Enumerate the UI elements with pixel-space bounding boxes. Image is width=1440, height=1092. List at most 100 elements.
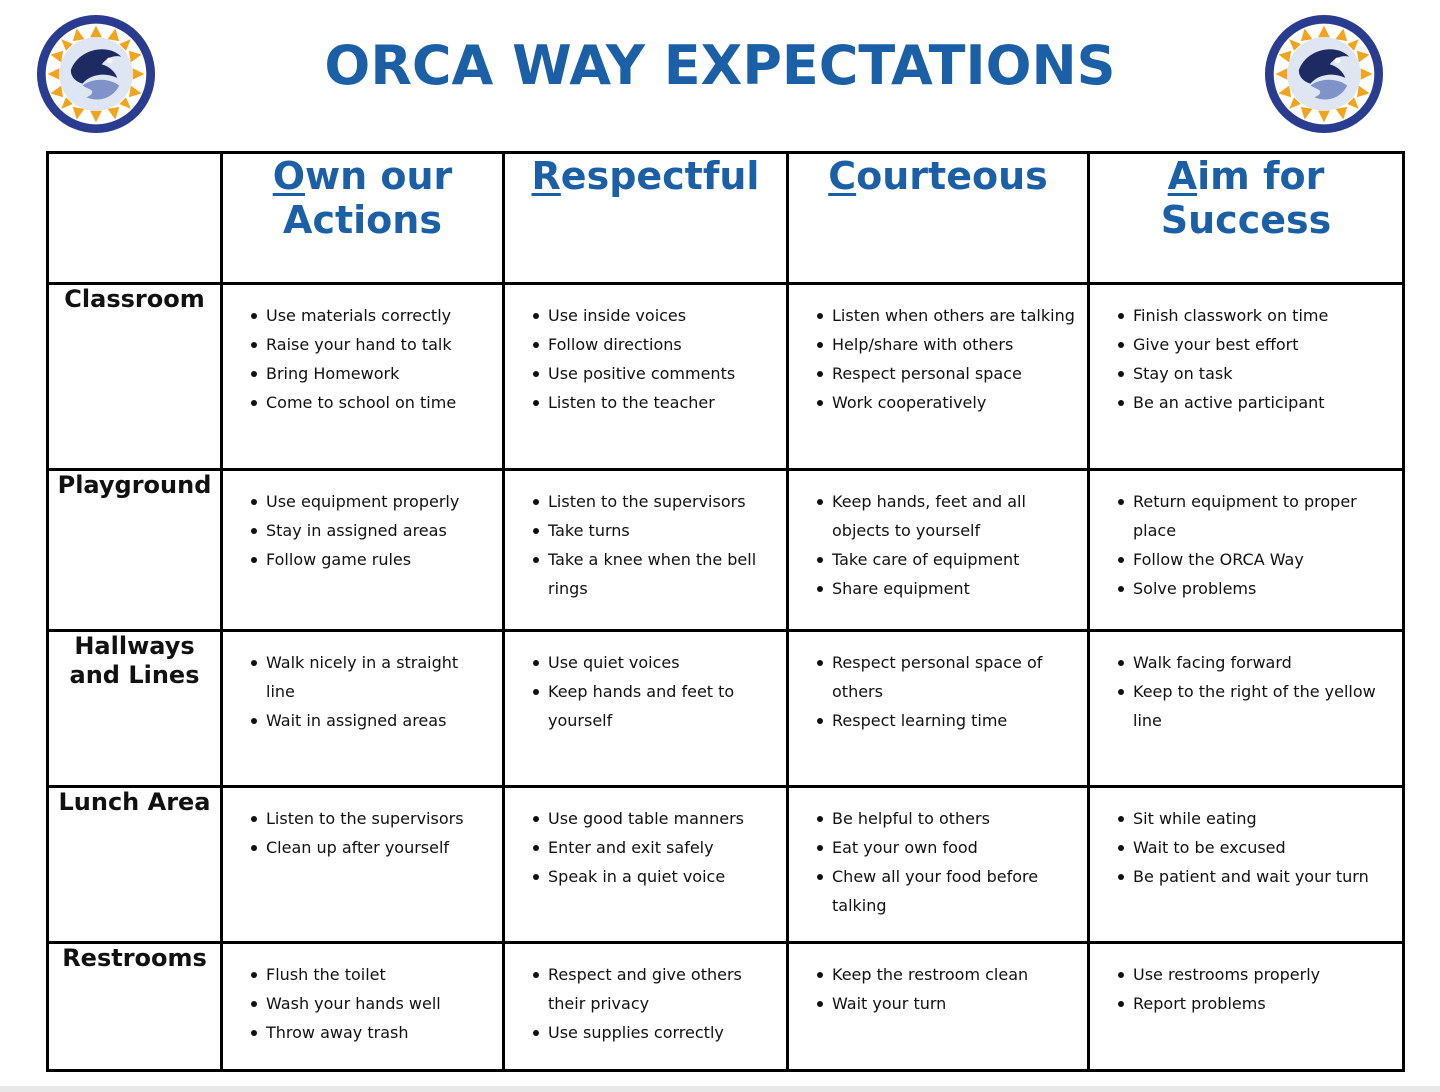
list-item: Listen to the supervisors bbox=[531, 487, 776, 516]
list-item: Follow the ORCA Way bbox=[1116, 545, 1392, 574]
list-item: Finish classwork on time bbox=[1116, 301, 1392, 330]
pillar-rest: ourteous bbox=[856, 154, 1048, 198]
list-item: Take a knee when the bell rings bbox=[531, 545, 776, 603]
expectation-cell: Listen to the supervisors Take turns Tak… bbox=[502, 468, 789, 632]
expectation-cell: Sit while eating Wait to be excused Be p… bbox=[1087, 785, 1405, 944]
list-item: Wait in assigned areas bbox=[249, 706, 492, 735]
header-row: Own our Actions Respectful Courteous Aim… bbox=[46, 151, 1405, 285]
expectation-cell: Finish classwork on time Give your best … bbox=[1087, 282, 1405, 471]
pillar-initial: O bbox=[272, 154, 305, 198]
page-bottom-edge bbox=[0, 1086, 1440, 1092]
pillar-heading-respectful: Respectful bbox=[502, 151, 789, 285]
expectation-cell: Use equipment properly Stay in assigned … bbox=[220, 468, 505, 632]
list-item: Work cooperatively bbox=[815, 388, 1077, 417]
area-label: Lunch Area bbox=[46, 785, 223, 944]
expectation-cell: Use quiet voices Keep hands and feet to … bbox=[502, 629, 789, 788]
list-item: Walk facing forward bbox=[1116, 648, 1392, 677]
list-item: Use positive comments bbox=[531, 359, 776, 388]
area-label: Restrooms bbox=[46, 941, 223, 1072]
list-item: Respect and give others their privacy bbox=[531, 960, 776, 1018]
list-item: Keep to the right of the yellow line bbox=[1116, 677, 1392, 735]
table-row: Hallways and Lines Walk nicely in a stra… bbox=[46, 629, 1405, 788]
pillar-initial: R bbox=[531, 154, 561, 198]
list-item: Respect personal space bbox=[815, 359, 1077, 388]
list-item: Speak in a quiet voice bbox=[531, 862, 776, 891]
pillar-rest: im for Success bbox=[1160, 154, 1332, 242]
list-item: Follow game rules bbox=[249, 545, 492, 574]
table-row: Classroom Use materials correctly Raise … bbox=[46, 282, 1405, 471]
corner-cell bbox=[46, 151, 223, 285]
list-item: Use equipment properly bbox=[249, 487, 492, 516]
expectation-cell: Flush the toilet Wash your hands well Th… bbox=[220, 941, 505, 1072]
area-label: Classroom bbox=[46, 282, 223, 471]
table-row: Lunch Area Listen to the supervisors Cle… bbox=[46, 785, 1405, 944]
expectation-cell: Return equipment to proper place Follow … bbox=[1087, 468, 1405, 632]
expectation-cell: Listen when others are talking Help/shar… bbox=[786, 282, 1090, 471]
pillar-initial: C bbox=[828, 154, 857, 198]
list-item: Clean up after yourself bbox=[249, 833, 492, 862]
list-item: Share equipment bbox=[815, 574, 1077, 603]
list-item: Be helpful to others bbox=[815, 804, 1077, 833]
list-item: Flush the toilet bbox=[249, 960, 492, 989]
list-item: Respect personal space of others bbox=[815, 648, 1077, 706]
list-item: Eat your own food bbox=[815, 833, 1077, 862]
expectations-table: Own our Actions Respectful Courteous Aim… bbox=[46, 151, 1405, 1072]
expectation-cell: Keep the restroom clean Wait your turn bbox=[786, 941, 1090, 1072]
list-item: Enter and exit safely bbox=[531, 833, 776, 862]
list-item: Chew all your food before talking bbox=[815, 862, 1077, 920]
list-item: Report problems bbox=[1116, 989, 1392, 1018]
page-title: ORCA WAY EXPECTATIONS bbox=[324, 34, 1116, 97]
pillar-initial: A bbox=[1167, 154, 1198, 198]
list-item: Be patient and wait your turn bbox=[1116, 862, 1392, 891]
list-item: Sit while eating bbox=[1116, 804, 1392, 833]
list-item: Be an active participant bbox=[1116, 388, 1392, 417]
list-item: Bring Homework bbox=[249, 359, 492, 388]
list-item: Keep the restroom clean bbox=[815, 960, 1077, 989]
list-item: Use restrooms properly bbox=[1116, 960, 1392, 989]
list-item: Wait your turn bbox=[815, 989, 1077, 1018]
expectation-cell: Walk nicely in a straight line Wait in a… bbox=[220, 629, 505, 788]
expectation-cell: Respect personal space of others Respect… bbox=[786, 629, 1090, 788]
list-item: Use good table manners bbox=[531, 804, 776, 833]
orca-logo-icon bbox=[36, 14, 156, 134]
expectation-cell: Use inside voices Follow directions Use … bbox=[502, 282, 789, 471]
list-item: Throw away trash bbox=[249, 1018, 492, 1047]
list-item: Walk nicely in a straight line bbox=[249, 648, 492, 706]
list-item: Listen to the supervisors bbox=[249, 804, 492, 833]
list-item: Stay in assigned areas bbox=[249, 516, 492, 545]
list-item: Keep hands and feet to yourself bbox=[531, 677, 776, 735]
list-item: Wait to be excused bbox=[1116, 833, 1392, 862]
list-item: Keep hands, feet and all objects to your… bbox=[815, 487, 1077, 545]
expectation-cell: Walk facing forward Keep to the right of… bbox=[1087, 629, 1405, 788]
list-item: Take care of equipment bbox=[815, 545, 1077, 574]
pillar-rest: wn our Actions bbox=[283, 154, 453, 242]
list-item: Return equipment to proper place bbox=[1116, 487, 1392, 545]
list-item: Use supplies correctly bbox=[531, 1018, 776, 1047]
list-item: Respect learning time bbox=[815, 706, 1077, 735]
list-item: Raise your hand to talk bbox=[249, 330, 492, 359]
list-item: Use inside voices bbox=[531, 301, 776, 330]
expectation-cell: Use good table manners Enter and exit sa… bbox=[502, 785, 789, 944]
list-item: Stay on task bbox=[1116, 359, 1392, 388]
list-item: Take turns bbox=[531, 516, 776, 545]
table-row: Restrooms Flush the toilet Wash your han… bbox=[46, 941, 1405, 1072]
area-label: Hallways and Lines bbox=[46, 629, 223, 788]
list-item: Come to school on time bbox=[249, 388, 492, 417]
expectation-cell: Listen to the supervisors Clean up after… bbox=[220, 785, 505, 944]
list-item: Help/share with others bbox=[815, 330, 1077, 359]
list-item: Use quiet voices bbox=[531, 648, 776, 677]
pillar-heading-courteous: Courteous bbox=[786, 151, 1090, 285]
pillar-heading-own-our-actions: Own our Actions bbox=[220, 151, 505, 285]
table-row: Playground Use equipment properly Stay i… bbox=[46, 468, 1405, 632]
list-item: Listen when others are talking bbox=[815, 301, 1077, 330]
list-item: Wash your hands well bbox=[249, 989, 492, 1018]
list-item: Use materials correctly bbox=[249, 301, 492, 330]
area-label: Playground bbox=[46, 468, 223, 632]
orca-logo-icon bbox=[1264, 14, 1384, 134]
expectation-cell: Keep hands, feet and all objects to your… bbox=[786, 468, 1090, 632]
pillar-rest: espectful bbox=[560, 154, 760, 198]
list-item: Solve problems bbox=[1116, 574, 1392, 603]
expectation-cell: Be helpful to others Eat your own food C… bbox=[786, 785, 1090, 944]
list-item: Give your best effort bbox=[1116, 330, 1392, 359]
expectation-cell: Use materials correctly Raise your hand … bbox=[220, 282, 505, 471]
